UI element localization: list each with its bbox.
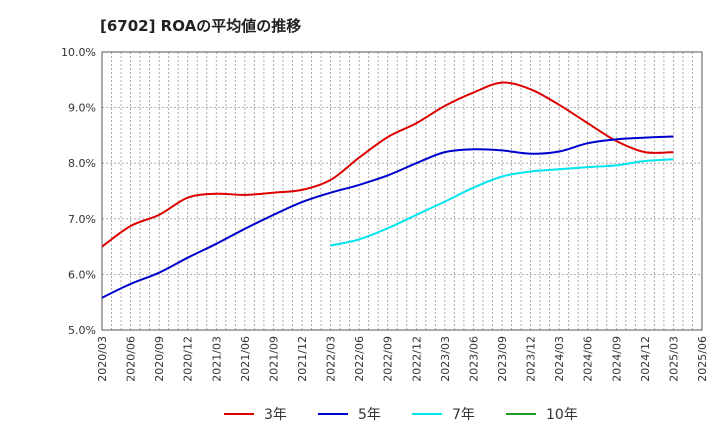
x-tick-label: 2024/12 <box>639 336 652 382</box>
x-tick-label: 2025/03 <box>667 336 680 382</box>
x-tick-label: 2022/06 <box>353 336 366 382</box>
x-tick-label: 2021/06 <box>239 336 252 382</box>
x-tick-label: 2021/09 <box>267 336 280 382</box>
plot-frame <box>101 51 703 331</box>
x-tick-label: 2023/09 <box>496 336 509 382</box>
legend-label: 3年 <box>264 407 287 423</box>
x-tick-label: 2024/06 <box>582 336 595 382</box>
x-tick-label: 2025/06 <box>696 336 709 382</box>
chart-title: [6702] ROAの平均値の推移 <box>100 17 301 35</box>
y-tick-label: 7.0% <box>68 213 96 226</box>
x-tick-label: 2022/09 <box>382 336 395 382</box>
x-tick-label: 2020/03 <box>96 336 109 382</box>
x-tick-label: 2022/12 <box>410 336 423 382</box>
y-tick-label: 9.0% <box>68 102 96 115</box>
x-tick-label: 2020/12 <box>182 336 195 382</box>
x-tick-label: 2024/03 <box>553 336 566 382</box>
x-tick-label: 2020/06 <box>125 336 138 382</box>
x-tick-label: 2023/06 <box>467 336 480 382</box>
y-tick-label: 8.0% <box>68 157 96 170</box>
grid <box>102 51 702 331</box>
x-tick-label: 2024/09 <box>610 336 623 382</box>
legend-label: 5年 <box>358 407 381 423</box>
x-tick-label: 2023/12 <box>525 336 538 382</box>
x-tick-label: 2022/03 <box>325 336 338 382</box>
x-tick-label: 2021/12 <box>296 336 309 382</box>
x-tick-label: 2023/03 <box>439 336 452 382</box>
series-line-1 <box>101 81 674 248</box>
legend-label: 7年 <box>452 407 475 423</box>
legend-label: 10年 <box>546 407 578 423</box>
y-tick-label: 10.0% <box>61 46 96 59</box>
series-line-2 <box>101 135 674 299</box>
x-tick-label: 2021/03 <box>210 336 223 382</box>
y-tick-label: 5.0% <box>68 324 96 337</box>
y-tick-label: 6.0% <box>68 268 96 281</box>
x-tick-label: 2020/09 <box>153 336 166 382</box>
series-line-3 <box>330 158 674 247</box>
axes: 5.0% 6.0% 7.0% 8.0% 9.0% 10.0% 2020/03 2020/06 2… <box>61 46 709 382</box>
legend: 3年 5年 7年 10年 <box>224 407 578 423</box>
series-lines <box>101 81 674 299</box>
